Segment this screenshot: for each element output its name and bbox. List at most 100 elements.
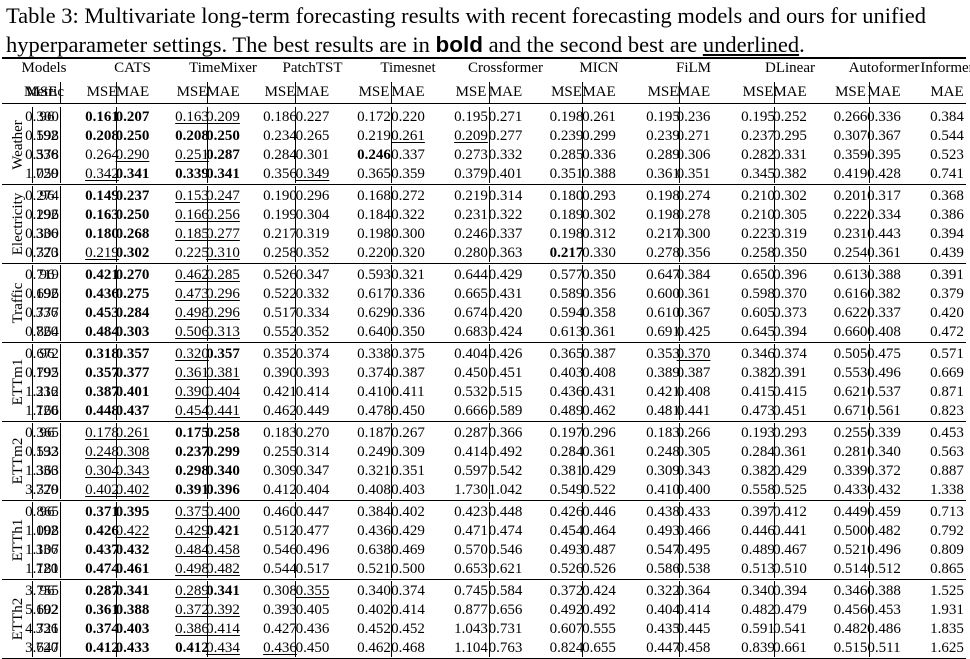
metric-value: 0.341 xyxy=(206,166,240,182)
metric-value: 0.287 xyxy=(206,147,240,163)
model-name-informer: Informer xyxy=(920,60,970,76)
model-separator xyxy=(116,344,117,420)
metric-value: 0.332 xyxy=(488,147,523,163)
metric-value: 0.432 xyxy=(867,482,901,498)
metric-value: 0.372 xyxy=(175,602,209,618)
horizon-value: 192 xyxy=(35,207,59,223)
metric-value: 0.660 xyxy=(833,324,868,340)
metric-value: 0.521 xyxy=(833,542,868,558)
model-separator xyxy=(679,502,680,578)
metric-separator xyxy=(295,82,296,103)
metric-label: MSE xyxy=(647,84,679,100)
metric-value: 0.645 xyxy=(741,324,775,340)
horizon-value: 192 xyxy=(35,128,59,144)
metric-value: 0.220 xyxy=(391,109,425,125)
metric-value: 0.653 xyxy=(454,561,488,577)
metric-value: 0.584 xyxy=(488,583,523,599)
metric-value: 0.388 xyxy=(582,166,616,182)
metric-value: 3.379 xyxy=(25,482,59,498)
metric-value: 0.198 xyxy=(549,109,584,125)
metric-value: 0.408 xyxy=(582,365,616,381)
metric-value: 0.522 xyxy=(582,482,616,498)
metric-value: 0.401 xyxy=(115,384,150,400)
metric-value: 0.546 xyxy=(488,542,523,558)
metric-value: 0.271 xyxy=(676,128,711,144)
metric-value: 0.340 xyxy=(741,583,775,599)
group-rule xyxy=(2,421,966,422)
metric-value: 0.347 xyxy=(295,267,330,283)
metric-value: 0.284 xyxy=(549,444,584,460)
metric-value: 0.384 xyxy=(676,267,711,283)
model-separator xyxy=(489,265,490,341)
horizon-value: 96 xyxy=(39,346,55,362)
metric-value: 0.261 xyxy=(582,109,616,125)
metric-value: 0.300 xyxy=(391,226,425,242)
metric-value: 0.375 xyxy=(391,346,425,362)
metric-value: 0.231 xyxy=(833,226,868,242)
metric-value: 0.408 xyxy=(676,384,711,400)
metric-value: 0.227 xyxy=(295,109,330,125)
metric-value: 0.887 xyxy=(930,463,964,479)
metric-value: 0.270 xyxy=(295,425,330,441)
metric-value: 0.237 xyxy=(115,188,150,204)
model-name-timesnet: Timesnet xyxy=(380,60,436,76)
metric-value: 0.175 xyxy=(175,425,209,441)
metric-value: 0.533 xyxy=(25,444,59,460)
horizon-value: 720 xyxy=(35,324,59,340)
model-separator xyxy=(116,186,117,262)
model-separator xyxy=(207,265,208,341)
metric-value: 0.373 xyxy=(25,245,59,261)
metric-value: 0.289 xyxy=(646,147,680,163)
model-name-timemixer: TimeMixer xyxy=(189,60,257,76)
model-separator xyxy=(391,581,392,657)
metric-value: 0.492 xyxy=(549,602,584,618)
metric-value: 0.436 xyxy=(85,286,119,302)
metric-value: 0.570 xyxy=(454,542,488,558)
metric-value: 0.458 xyxy=(206,542,240,558)
metric-value: 0.367 xyxy=(676,305,711,321)
metric-value: 0.428 xyxy=(867,166,901,182)
metric-value: 0.250 xyxy=(115,207,150,223)
metric-value: 0.482 xyxy=(833,621,868,637)
metric-value: 0.561 xyxy=(867,403,901,419)
metric-value: 0.343 xyxy=(115,463,150,479)
metric-value: 0.195 xyxy=(741,109,775,125)
metric-value: 0.433 xyxy=(676,504,711,520)
metric-value: 0.296 xyxy=(206,305,240,321)
metric-value: 0.366 xyxy=(488,425,523,441)
horizon-separator xyxy=(60,107,61,183)
model-name-dlinear: DLinear xyxy=(765,60,815,76)
metric-value: 1.835 xyxy=(930,621,964,637)
metric-value: 0.237 xyxy=(741,128,775,144)
metric-label: MAE xyxy=(676,84,711,100)
metric-value: 0.462 xyxy=(582,403,616,419)
metric-value: 0.393 xyxy=(263,602,297,618)
metric-value: 0.510 xyxy=(773,561,807,577)
metric-value: 0.429 xyxy=(175,523,209,539)
metric-value: 0.479 xyxy=(773,602,807,618)
metric-value: 0.865 xyxy=(25,504,59,520)
metric-value: 0.180 xyxy=(85,226,119,242)
model-separator xyxy=(391,344,392,420)
metric-value: 0.374 xyxy=(391,583,425,599)
metric-value: 0.423 xyxy=(454,504,488,520)
metric-value: 0.450 xyxy=(391,403,425,419)
metric-value: 0.248 xyxy=(646,444,680,460)
metric-label: MAE xyxy=(295,84,330,100)
metric-value: 0.669 xyxy=(930,365,964,381)
metric-value: 0.361 xyxy=(646,166,680,182)
metric-value: 0.284 xyxy=(263,147,297,163)
metric-value: 0.375 xyxy=(175,504,209,520)
metric-value: 0.287 xyxy=(454,425,488,441)
metric-value: 0.322 xyxy=(391,207,425,223)
metric-value: 0.275 xyxy=(115,286,150,302)
metric-value: 0.526 xyxy=(549,561,584,577)
model-separator xyxy=(391,107,392,183)
metric-value: 0.621 xyxy=(833,384,868,400)
horizon-separator xyxy=(60,423,61,499)
metric-value: 0.361 xyxy=(773,444,807,460)
horizon-value: 336 xyxy=(35,147,59,163)
metric-value: 0.163 xyxy=(85,207,119,223)
metric-value: 0.225 xyxy=(175,245,209,261)
metric-value: 0.553 xyxy=(833,365,868,381)
